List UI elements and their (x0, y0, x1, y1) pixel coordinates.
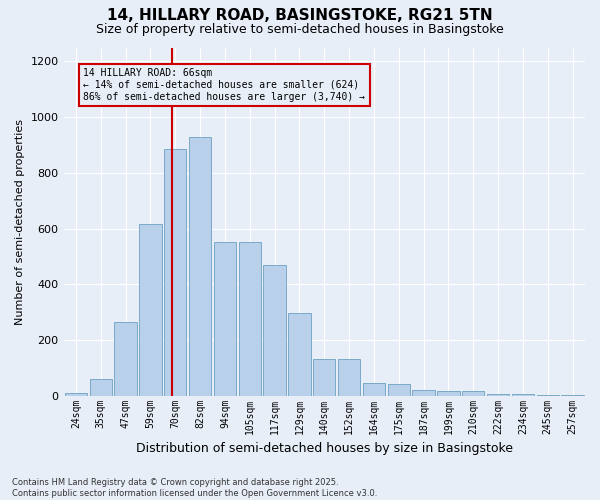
Y-axis label: Number of semi-detached properties: Number of semi-detached properties (15, 118, 25, 324)
Bar (338, 360, 360, 396)
Bar (536, 395, 559, 396)
Bar (189, 136, 211, 396)
Bar (288, 314, 311, 396)
Bar (512, 394, 534, 396)
Text: Contains HM Land Registry data © Crown copyright and database right 2025.
Contai: Contains HM Land Registry data © Crown c… (12, 478, 377, 498)
Bar (462, 392, 484, 396)
Bar (313, 360, 335, 396)
Bar (412, 390, 435, 396)
Bar (214, 242, 236, 396)
Bar (263, 264, 286, 396)
Bar (115, 322, 137, 396)
Text: 14, HILLARY ROAD, BASINGSTOKE, RG21 5TN: 14, HILLARY ROAD, BASINGSTOKE, RG21 5TN (107, 8, 493, 22)
X-axis label: Distribution of semi-detached houses by size in Basingstoke: Distribution of semi-detached houses by … (136, 442, 513, 455)
Text: 14 HILLARY ROAD: 66sqm
← 14% of semi-detached houses are smaller (624)
86% of se: 14 HILLARY ROAD: 66sqm ← 14% of semi-det… (83, 68, 365, 102)
Bar (363, 383, 385, 396)
Bar (388, 384, 410, 396)
Bar (139, 224, 161, 396)
Text: Size of property relative to semi-detached houses in Basingstoke: Size of property relative to semi-detach… (96, 22, 504, 36)
Bar (437, 392, 460, 396)
Bar (65, 393, 87, 396)
Bar (487, 394, 509, 396)
Bar (239, 242, 261, 396)
Bar (89, 379, 112, 396)
Bar (562, 395, 584, 396)
Bar (164, 149, 187, 396)
